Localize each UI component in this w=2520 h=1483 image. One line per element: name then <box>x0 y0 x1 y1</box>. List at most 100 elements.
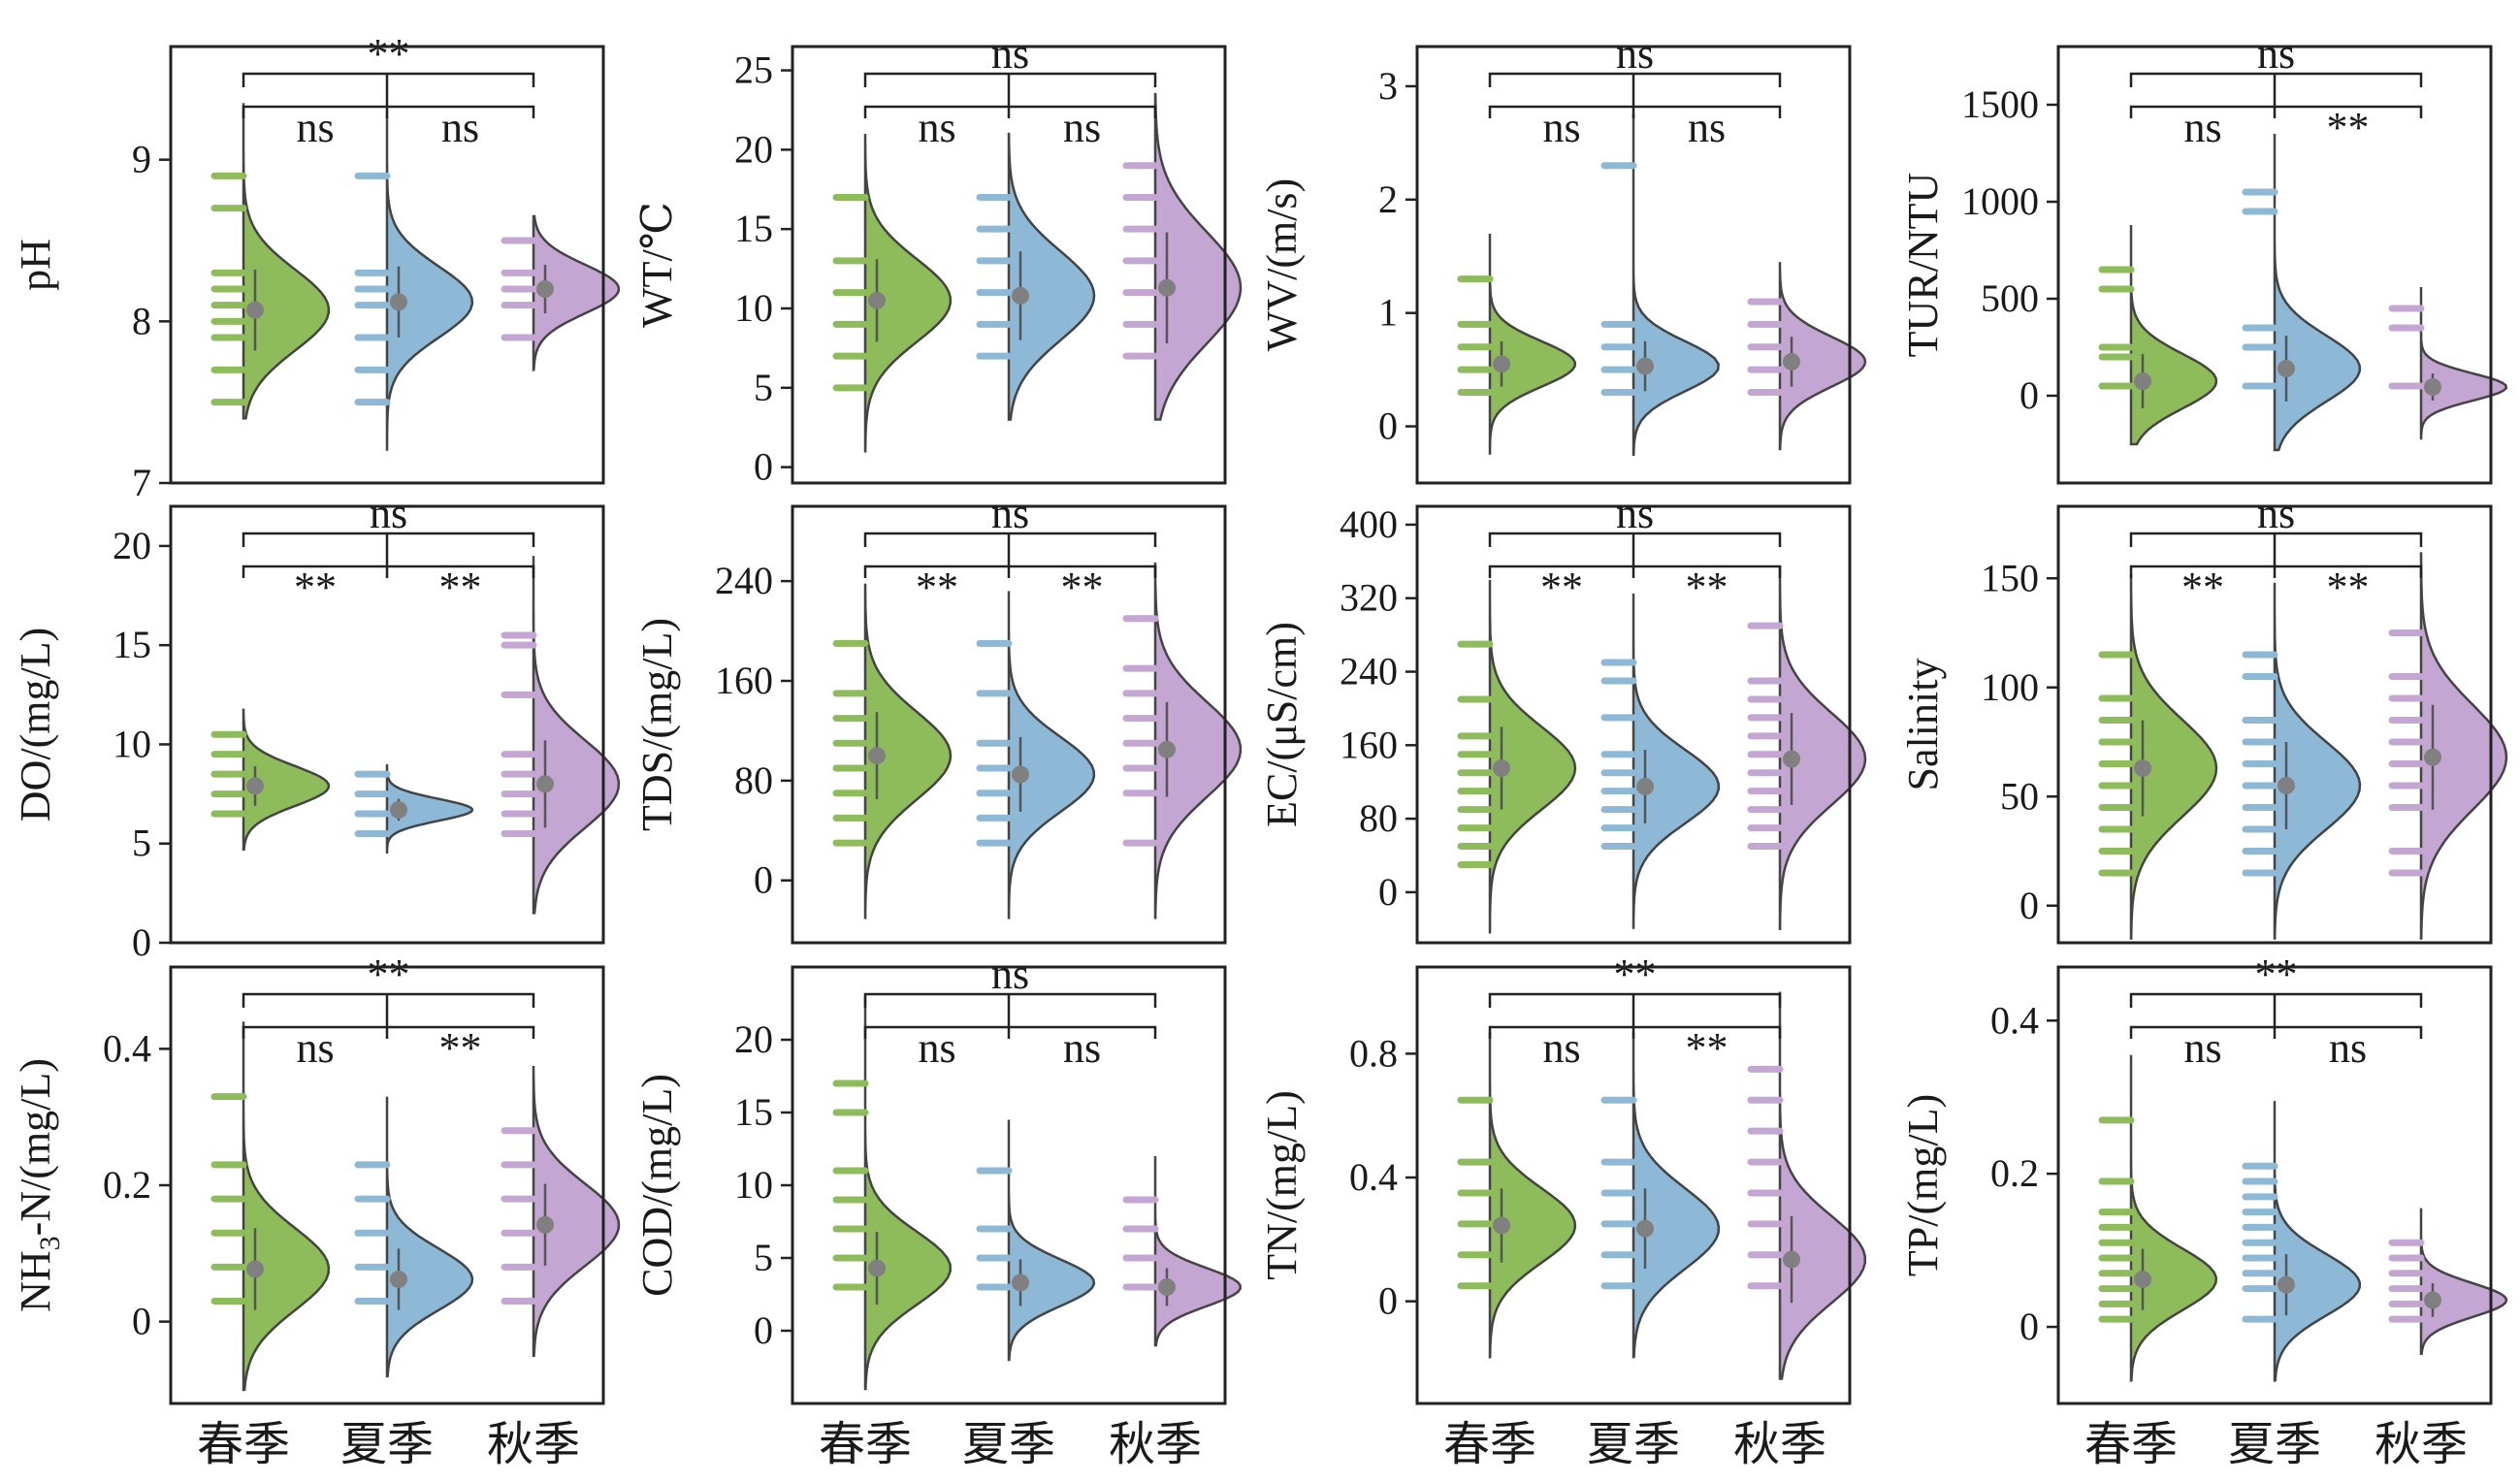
bracket-top <box>242 72 535 87</box>
mean-point <box>1636 357 1654 375</box>
y-axis-label: pH <box>12 239 59 291</box>
bracket-top <box>863 532 1157 547</box>
mean-point <box>1783 750 1800 768</box>
mean-point <box>536 775 554 793</box>
bracket-pair <box>1488 74 1782 118</box>
violin-panel: 0 0.2 0.4 TP/(mg/L) ** ns ns 春季 夏季 秋季 <box>1899 951 2508 1471</box>
plot-frame <box>1415 45 1852 485</box>
bracket-pair <box>1488 533 1782 578</box>
mean-point <box>536 280 554 298</box>
mean-point <box>390 1271 407 1289</box>
x-category-label: 春季 <box>197 1417 290 1471</box>
violin-shape <box>863 134 953 453</box>
x-category-label: 秋季 <box>1733 1417 1826 1471</box>
violin-shape <box>532 1065 621 1358</box>
significance-label: ns <box>918 104 955 151</box>
significance-label: ns <box>918 1024 955 1072</box>
x-category-label: 夏季 <box>2228 1417 2321 1471</box>
significance-label: ns <box>1063 1024 1101 1072</box>
y-tick-label: 10 <box>734 286 773 330</box>
bracket-top <box>2129 992 2423 1008</box>
violin-shape <box>2419 287 2508 440</box>
y-tick-label: 80 <box>1359 796 1398 840</box>
violin-shape <box>1007 1119 1096 1362</box>
plot-frame <box>1415 965 1852 1405</box>
y-tick-label: 5 <box>754 1236 773 1279</box>
x-category-label: 秋季 <box>487 1417 580 1471</box>
mean-point <box>1493 1216 1510 1235</box>
significance-label: ns <box>1542 1024 1580 1072</box>
significance-label: ns <box>991 490 1029 537</box>
significance-label: ** <box>1540 564 1583 611</box>
violin-shape <box>2273 582 2362 940</box>
violin-shape <box>1632 1032 1721 1359</box>
y-axis-label: TUR/NTU <box>1899 173 1947 358</box>
violin-shape <box>1153 1156 1242 1347</box>
violin-shape <box>2273 134 2362 452</box>
significance-label: ** <box>368 30 410 78</box>
violin-shape <box>1488 233 1577 455</box>
significance-label: ** <box>439 564 482 611</box>
y-tick-label: 5 <box>754 366 773 409</box>
x-category-label: 秋季 <box>1109 1417 1202 1471</box>
plot-frame <box>2056 965 2493 1405</box>
violin-shape <box>2273 1101 2362 1382</box>
y-tick-label: 0.4 <box>1349 1155 1398 1199</box>
x-category-label: 夏季 <box>962 1417 1055 1471</box>
bracket-pair <box>863 533 1157 578</box>
y-tick-label: 0 <box>754 1308 773 1352</box>
violin-shape <box>242 103 331 420</box>
y-tick-label: 80 <box>734 758 773 802</box>
mean-point <box>390 293 407 311</box>
plot-frame <box>169 965 605 1405</box>
mean-point <box>2278 1275 2295 1294</box>
significance-label: ns <box>2183 1024 2221 1072</box>
y-tick-label: 0 <box>132 920 151 964</box>
bracket-top <box>242 532 535 547</box>
mean-point <box>1012 765 1029 784</box>
violin-panel: 0 50 100 150 Salinity ns ** ** <box>1899 490 2508 945</box>
y-tick-label: 8 <box>132 299 151 342</box>
bracket-top <box>1488 532 1782 547</box>
x-category-label: 春季 <box>819 1417 912 1471</box>
significance-label: ns <box>370 490 407 537</box>
y-axis-label: TDS/(mg/L) <box>633 618 681 831</box>
significance-label: ** <box>1061 564 1104 611</box>
mean-point <box>246 301 264 319</box>
y-tick-label: 10 <box>734 1163 773 1207</box>
y-tick-label: 0.4 <box>103 1026 151 1070</box>
violin-shape <box>532 556 621 915</box>
significance-label: ns <box>991 30 1029 78</box>
significance-label: ** <box>2181 564 2224 611</box>
bracket-pair <box>242 533 535 578</box>
y-tick-label: 20 <box>734 127 773 171</box>
significance-label: ** <box>368 951 410 998</box>
violin-shape <box>2419 552 2508 940</box>
significance-label: ns <box>1542 104 1580 151</box>
significance-label: ns <box>1616 490 1654 537</box>
significance-label: ns <box>1063 104 1101 151</box>
plot-frame <box>2056 45 2493 485</box>
x-category-label: 春季 <box>2084 1417 2178 1471</box>
y-tick-label: 0 <box>1378 1279 1398 1323</box>
bracket-pair <box>2129 994 2423 1039</box>
y-tick-label: 7 <box>132 461 151 504</box>
y-axis-label-part: NH <box>12 1250 59 1312</box>
bracket-top <box>863 992 1157 1008</box>
mean-point <box>246 1260 264 1278</box>
y-tick-label: 0 <box>754 858 773 902</box>
y-axis-label: WV/(m/s) <box>1258 178 1306 351</box>
y-tick-label: 9 <box>132 138 151 181</box>
y-tick-label: 150 <box>1981 556 2039 599</box>
violin-panel: 0 80 160 240 TDS/(mg/L) ns ** ** <box>633 490 1243 945</box>
mean-point <box>246 777 264 795</box>
significance-label: ** <box>439 1024 482 1072</box>
violin-shape <box>1153 92 1243 421</box>
y-tick-label: 0 <box>2019 373 2039 417</box>
y-axis-label-part: -N/(mg/L) <box>12 1058 59 1236</box>
y-tick-label: 15 <box>734 207 773 250</box>
y-tick-label: 5 <box>132 822 151 865</box>
mean-point <box>1012 286 1029 305</box>
